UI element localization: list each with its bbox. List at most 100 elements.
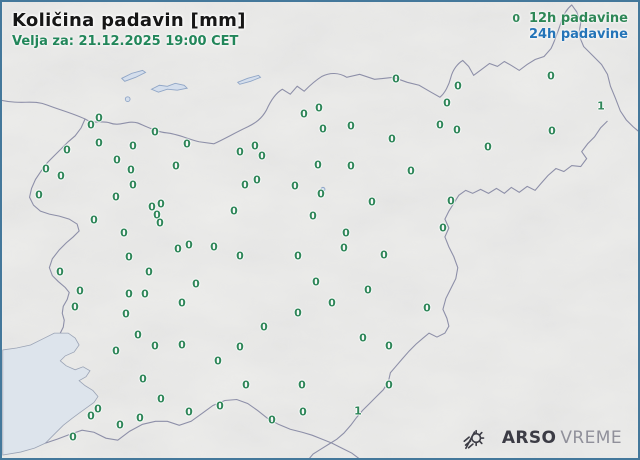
station-value: 0 [328,296,336,310]
legend-sample-value: 0 [512,12,520,25]
station-value: 0 [174,242,182,256]
station-value: 0 [157,197,165,211]
station-value: 0 [63,143,71,157]
station-value: 0 [258,149,266,163]
station-value: 0 [317,187,325,201]
station-value: 0 [214,354,222,368]
station-value: 0 [241,178,249,192]
station-value: 0 [120,226,128,240]
brand-name: ARSO VREME [502,428,622,448]
station-value: 0 [300,107,308,121]
station-value: 0 [116,418,124,432]
station-value: 0 [151,339,159,353]
station-value: 0 [157,392,165,406]
station-value: 0 [94,402,102,416]
station-value: 0 [347,119,355,133]
legend-label-24h: 24h padavine [528,27,628,42]
lake-shape [124,96,131,102]
arso-sun-icon [463,429,485,450]
legend: 0 12h padavine 24h padavine [512,11,628,43]
lake-shape [236,74,262,85]
station-value: 0 [380,248,388,262]
station-value: 0 [364,283,372,297]
station-value: 0 [454,79,462,93]
station-value: 0 [136,411,144,425]
legend-label-12h: 12h padavine [528,11,628,26]
sea-adriatic [2,332,99,456]
station-value: 0 [236,145,244,159]
station-value: 0 [260,320,268,334]
station-value: 0 [112,344,120,358]
station-value: 0 [156,216,164,230]
border-north [2,4,638,145]
station-value: 0 [95,111,103,125]
station-value: 0 [122,307,130,321]
lake-shape [120,69,147,82]
station-value: 0 [547,69,555,83]
station-value: 0 [192,277,200,291]
branding: ARSO VREME [461,425,622,451]
station-value: 0 [453,123,461,137]
station-value: 0 [129,178,137,192]
station-value: 0 [139,372,147,386]
station-value: 0 [314,158,322,172]
station-value: 0 [385,339,393,353]
station-value: 0 [113,153,121,167]
station-value: 0 [299,405,307,419]
station-value: 0 [268,413,276,427]
station-value: 0 [183,137,191,151]
station-value: 0 [35,188,43,202]
map-header: Količina padavin [mm] Velja za: 21.12.20… [12,10,246,49]
station-value: 0 [178,338,186,352]
station-value: 0 [294,249,302,263]
lake-shape [150,82,189,93]
station-value: 1 [597,99,605,113]
station-value: 0 [439,221,447,235]
border-east [309,120,608,458]
border-south [45,398,360,458]
station-value: 0 [71,300,79,314]
station-value: 0 [298,378,306,392]
station-value: 0 [443,96,451,110]
brand-agency: ARSO [501,428,557,448]
station-value: 0 [69,430,77,444]
station-value: 0 [347,159,355,173]
station-value: 0 [185,405,193,419]
station-value: 0 [340,241,348,255]
brand-product: VREME [560,428,622,448]
legend-row-24h: 24h padavine [512,27,628,43]
station-value: 0 [87,118,95,132]
station-value: 0 [57,169,65,183]
station-value: 0 [236,340,244,354]
station-value: 0 [56,265,64,279]
station-value: 0 [127,163,135,177]
station-value: 0 [385,378,393,392]
page-title: Količina padavin [mm] [12,10,246,31]
station-value: 0 [76,284,84,298]
station-value: 0 [141,287,149,301]
border-west [28,118,86,334]
station-value: 0 [230,204,238,218]
lake-shape [320,186,326,192]
station-value: 0 [251,139,259,153]
station-value: 0 [312,275,320,289]
station-value: 0 [253,173,261,187]
station-value: 0 [216,399,224,413]
station-value: 0 [148,200,156,214]
station-value: 0 [178,296,186,310]
station-value: 0 [294,306,302,320]
station-value: 0 [242,378,250,392]
station-value: 0 [112,190,120,204]
station-value: 0 [210,240,218,254]
station-value: 0 [153,208,161,222]
station-value: 0 [388,132,396,146]
station-value: 0 [392,72,400,86]
station-value: 0 [319,122,327,136]
legend-row-12h: 0 12h padavine [512,11,628,27]
station-value: 0 [172,159,180,173]
station-value: 0 [436,118,444,132]
station-value: 0 [87,409,95,423]
station-value: 0 [342,226,350,240]
